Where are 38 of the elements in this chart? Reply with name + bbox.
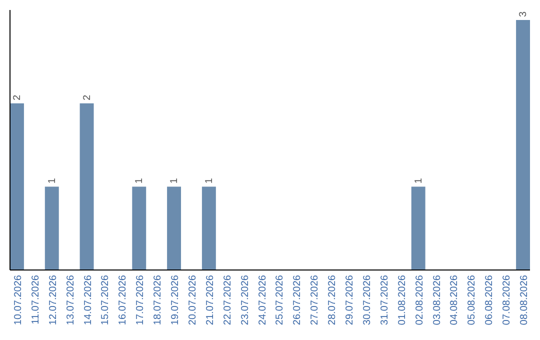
x-tick-label: 15.07.2026 (100, 274, 112, 326)
x-tick-label: 13.07.2026 (65, 274, 76, 326)
x-tick-label: 08.08.2026 (519, 274, 530, 326)
x-tick-label: 31.07.2026 (379, 274, 390, 326)
x-tick-label: 18.07.2026 (152, 274, 164, 326)
x-tick-label: 17.07.2026 (135, 274, 146, 326)
x-tick-label: 07.08.2026 (502, 274, 513, 326)
data-label: 2 (82, 94, 93, 100)
x-tick-label: 12.07.2026 (48, 274, 59, 326)
x-tick-label: 23.07.2026 (240, 274, 251, 326)
data-label: 1 (169, 178, 180, 184)
x-tick-label: 26.07.2026 (292, 274, 304, 326)
data-label: 1 (204, 178, 215, 184)
x-tick-label: 05.08.2026 (466, 274, 478, 326)
x-tick-label: 24.07.2026 (257, 274, 268, 326)
x-tick-label: 30.07.2026 (362, 274, 373, 326)
data-label: 2 (12, 94, 23, 100)
x-tick-label: 22.07.2026 (222, 274, 234, 326)
data-label: 3 (518, 11, 530, 17)
x-tick-label: 14.07.2026 (82, 274, 94, 326)
x-tick-label: 27.07.2026 (310, 274, 321, 326)
x-tick-label: 28.07.2026 (327, 274, 338, 326)
data-label: 1 (46, 178, 58, 184)
x-tick-label: 11.07.2026 (30, 274, 42, 324)
x-tick-label: 01.08.2026 (396, 274, 408, 326)
x-tick-label: 04.08.2026 (449, 274, 460, 326)
x-tick-label: 29.07.2026 (344, 274, 356, 326)
x-tick-label: 03.08.2026 (432, 274, 443, 326)
x-tick-label: 16.07.2026 (118, 274, 129, 326)
x-tick-label: 06.08.2026 (484, 274, 496, 326)
x-tick-label: 10.07.2026 (12, 274, 24, 326)
x-tick-label: 02.08.2026 (414, 274, 426, 326)
x-tick-label: 25.07.2026 (274, 274, 286, 326)
data-label: 1 (413, 178, 424, 184)
x-tick-label: 21.07.2026 (204, 274, 216, 326)
data-label: 1 (134, 178, 146, 184)
x-tick-label: 19.07.2026 (170, 274, 182, 326)
x-tick-label: 20.07.2026 (187, 274, 198, 326)
